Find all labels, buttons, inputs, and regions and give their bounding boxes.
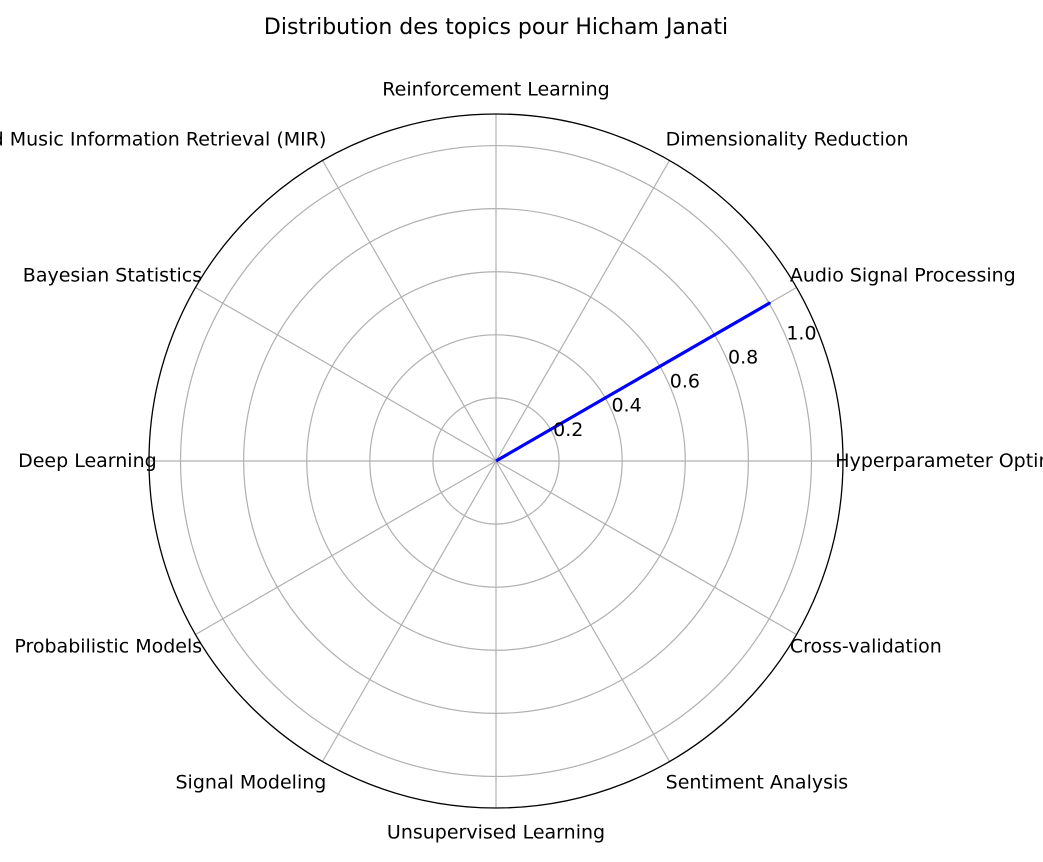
category-label-8: Signal Modeling	[176, 772, 327, 794]
series-layer	[495, 301, 771, 463]
chart-title: Distribution des topics pour Hicham Jana…	[264, 15, 728, 40]
category-label-2: Dimensionality Reduction	[666, 128, 909, 150]
rtick-label-1: 0.4	[611, 395, 641, 417]
spoke-2	[495, 160, 671, 462]
grid	[148, 113, 844, 809]
category-label-3: Reinforcement Learning	[382, 79, 609, 101]
spoke-7	[195, 460, 497, 636]
spoke-8	[321, 460, 497, 762]
category-label-0: Hyperparameter Optimization	[835, 450, 1043, 472]
spoke-11	[495, 460, 797, 636]
category-label-1: Audio Signal Processing	[790, 264, 1016, 286]
category-label-9: Unsupervised Learning	[387, 821, 605, 843]
category-label-7: Probabilistic Models	[14, 636, 202, 658]
series-line-0	[495, 301, 771, 463]
rtick-label-2: 0.6	[670, 371, 700, 393]
spoke-5	[195, 286, 497, 462]
spoke-4	[321, 160, 497, 462]
radial-tick-labels: 0.2 0.4 0.6 0.8 1.0	[553, 322, 816, 441]
category-labels: Hyperparameter Optimization Audio Signal …	[0, 79, 1043, 844]
category-label-5: Bayesian Statistics	[23, 264, 202, 286]
category-label-4: Machine Listening and Music Information …	[0, 128, 326, 150]
category-label-10: Sentiment Analysis	[666, 772, 849, 794]
rtick-label-0: 0.2	[553, 419, 583, 441]
rtick-label-4: 1.0	[786, 322, 816, 344]
outer-ring	[148, 113, 844, 809]
rtick-label-3: 0.8	[728, 346, 758, 368]
category-label-11: Cross-validation	[790, 636, 942, 658]
spoke-10	[495, 460, 671, 762]
category-label-6: Deep Learning	[18, 450, 157, 472]
